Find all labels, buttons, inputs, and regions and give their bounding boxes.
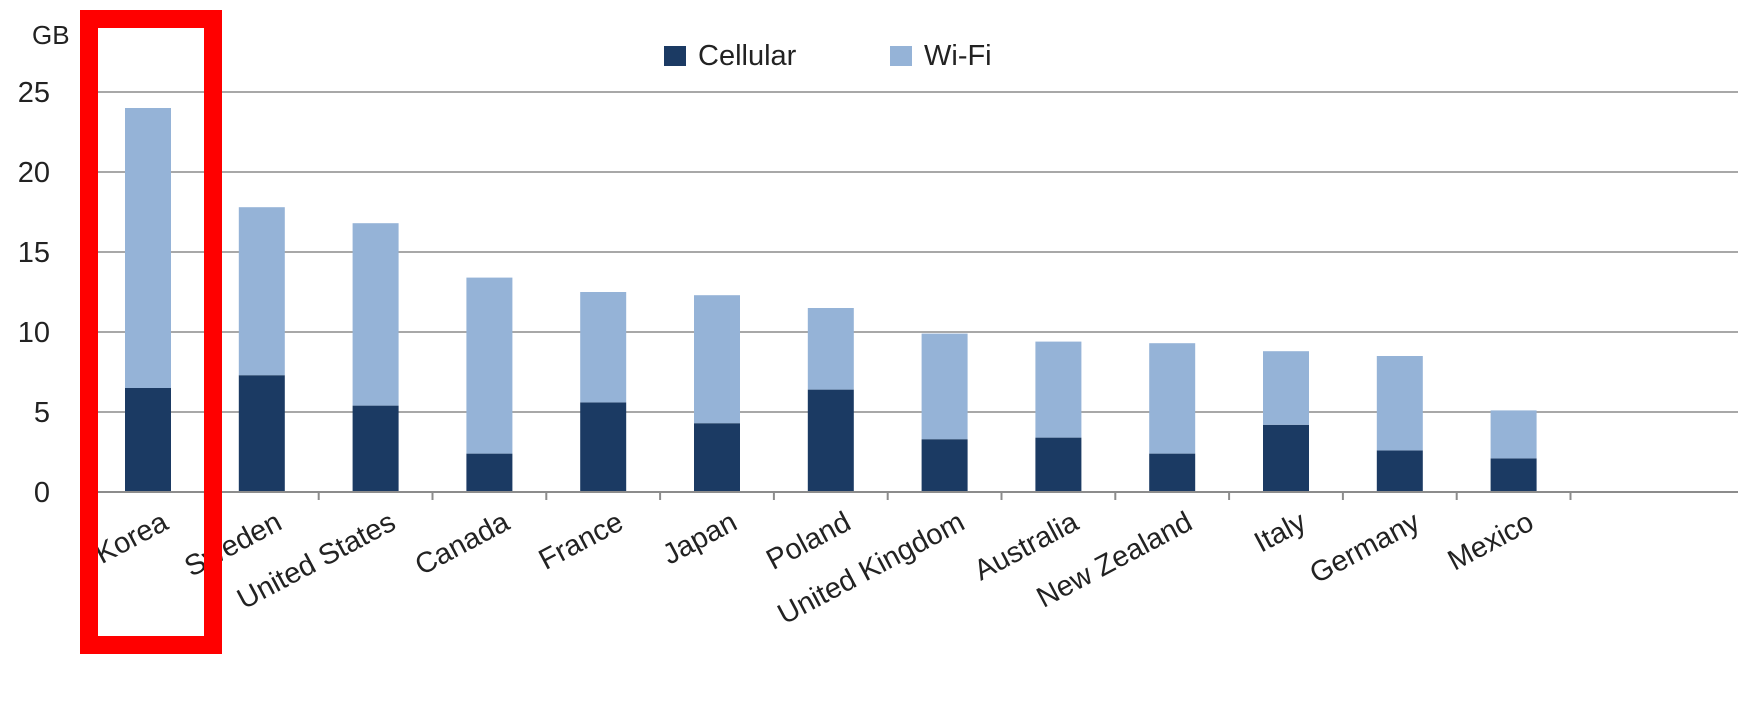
y-unit-label: GB	[32, 20, 70, 50]
bar-cellular-canada	[466, 453, 513, 492]
bars	[125, 108, 1537, 492]
bar-cellular-france	[580, 402, 627, 492]
bar-wi-fi-korea	[125, 108, 171, 388]
bar-cellular-korea	[125, 388, 171, 492]
highlight-rectangle	[80, 10, 222, 654]
x-tick-label: Mexico	[1443, 506, 1539, 577]
x-tick-label: Italy	[1249, 506, 1311, 559]
legend-label: Wi-Fi	[924, 40, 992, 72]
bar-cellular-united-states	[352, 405, 399, 492]
bar-wi-fi-france	[580, 292, 627, 403]
y-axis: 0 5 10 15 20 25	[18, 77, 50, 509]
bar-wi-fi-italy	[1263, 351, 1309, 425]
x-tick-label: Germany	[1305, 506, 1426, 590]
bar-wi-fi-sweden	[238, 207, 285, 376]
legend-label: Cellular	[698, 40, 797, 72]
bar-wi-fi-australia	[1035, 341, 1082, 438]
x-tick-label: Canada	[410, 506, 515, 582]
bar-wi-fi-germany	[1376, 356, 1423, 451]
bar-wi-fi-canada	[466, 277, 513, 454]
bar-cellular-sweden	[238, 375, 285, 492]
bar-cellular-germany	[1376, 450, 1423, 492]
gridlines	[96, 91, 1738, 413]
bar-cellular-united-kingdom	[921, 439, 968, 492]
bar-cellular-australia	[1035, 437, 1082, 492]
y-tick-label: 15	[18, 237, 50, 269]
y-tick-label: 25	[18, 77, 50, 109]
x-tick-label: France	[534, 506, 629, 577]
legend-swatch	[890, 46, 912, 66]
bar-wi-fi-poland	[807, 308, 854, 390]
y-tick-label: 5	[34, 397, 50, 429]
x-axis	[90, 491, 1738, 500]
y-tick-label: 0	[34, 477, 50, 509]
bar-wi-fi-united-kingdom	[921, 333, 968, 440]
x-tick-label: Korea	[90, 506, 174, 571]
bar-cellular-poland	[807, 389, 854, 492]
y-tick-label: 20	[18, 157, 50, 189]
bar-wi-fi-mexico	[1490, 410, 1537, 459]
legend-swatch	[664, 46, 686, 66]
x-tick-label: Japan	[657, 506, 742, 571]
bar-cellular-italy	[1263, 424, 1309, 492]
x-tick-label: United Kingdom	[773, 506, 970, 631]
bar-cellular-japan	[694, 423, 740, 492]
bar-cellular-mexico	[1490, 458, 1537, 492]
highlight-box	[80, 10, 222, 654]
legend: Cellular Wi-Fi	[664, 40, 992, 72]
bar-wi-fi-united-states	[352, 223, 399, 406]
bar-wi-fi-japan	[694, 295, 740, 424]
bar-wi-fi-new-zealand	[1149, 343, 1196, 454]
y-tick-label: 10	[18, 317, 50, 349]
bar-cellular-new-zealand	[1149, 453, 1196, 492]
